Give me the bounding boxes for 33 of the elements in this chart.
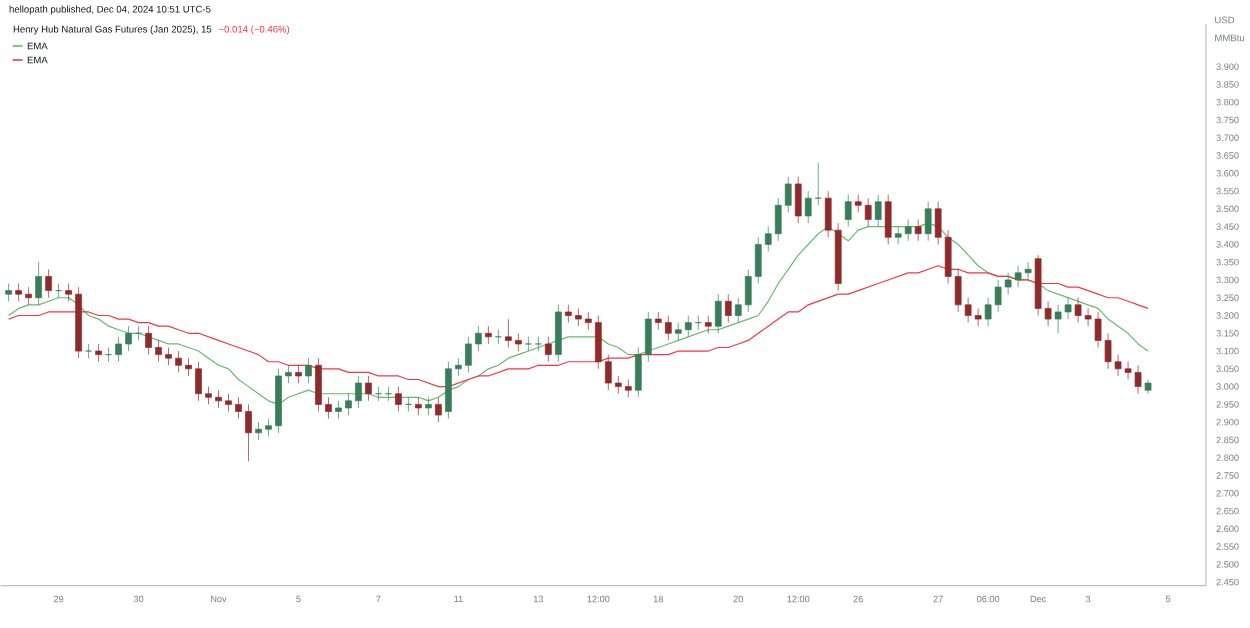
candlestick: [5, 283, 12, 302]
candlestick: [55, 283, 62, 299]
candlestick: [874, 194, 882, 228]
candlestick: [435, 397, 442, 423]
candlestick: [405, 397, 412, 412]
candlestick: [385, 386, 392, 402]
candlestick: [545, 336, 552, 363]
candlestick: [924, 201, 932, 242]
candlestick: [395, 386, 402, 412]
candlestick: [724, 293, 732, 324]
candlestick: [45, 269, 52, 299]
candlestick: [135, 325, 142, 341]
candlestick: [425, 397, 432, 416]
candlestick: [525, 336, 532, 352]
candlestick: [555, 304, 562, 363]
candlestick: [295, 365, 302, 384]
candlestick: [704, 315, 712, 334]
candlestick: [95, 343, 102, 363]
candlestick: [415, 397, 422, 416]
candlestick: [1144, 379, 1152, 395]
candlestick: [85, 343, 92, 359]
candlestick: [914, 219, 922, 242]
candlestick: [535, 336, 542, 352]
candlestick: [305, 357, 312, 384]
candlestick: [844, 194, 852, 228]
candlestick: [485, 325, 492, 345]
candlestick: [884, 194, 892, 245]
candlestick: [794, 176, 802, 224]
candlestick: [375, 386, 382, 402]
candlestick: [714, 293, 722, 334]
candlestick: [365, 375, 372, 402]
candlestick: [35, 261, 42, 306]
candlestick: [495, 329, 502, 345]
